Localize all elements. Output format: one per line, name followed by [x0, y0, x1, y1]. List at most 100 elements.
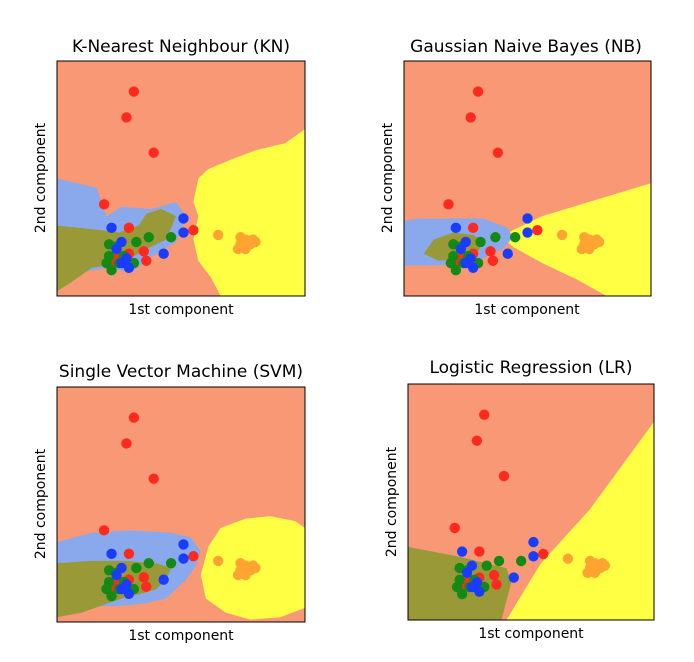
panel-svm: Single Vector Machine (SVM) 1st componen…: [33, 362, 306, 644]
data-point-blue: [178, 539, 189, 550]
data-point-red: [474, 546, 485, 557]
data-point-green: [131, 236, 142, 248]
data-point-red: [532, 224, 543, 236]
panel-lr: Logistic Regression (LR) 1st component 2…: [384, 358, 655, 642]
plot-area: [57, 61, 305, 296]
x-axis-label: 1st component: [478, 626, 584, 642]
data-point-blue: [116, 583, 127, 595]
y-axis-label: 2nd component: [33, 122, 49, 233]
data-point-blue: [522, 227, 533, 238]
data-point-red: [128, 86, 140, 97]
decision-region-yellow: [193, 129, 305, 296]
data-point-green: [165, 232, 177, 243]
data-point-blue: [158, 248, 169, 259]
plot-area: [404, 61, 651, 296]
data-point-green: [456, 588, 468, 600]
data-point-red: [148, 473, 159, 484]
data-point-green: [509, 232, 521, 243]
data-point-blue: [106, 548, 117, 560]
data-point-red: [465, 112, 476, 123]
plot-frame: [56, 60, 306, 297]
data-point-blue: [508, 572, 519, 583]
data-point-green: [450, 264, 462, 276]
data-point-red: [449, 522, 460, 534]
data-point-red: [487, 255, 499, 266]
x-axis-label: 1st component: [474, 302, 580, 318]
data-point-blue: [178, 213, 189, 224]
data-point-red: [141, 581, 152, 592]
data-point-orange: [212, 229, 224, 241]
data-point-orange: [250, 236, 261, 248]
data-point-red: [188, 224, 199, 236]
data-point-orange: [576, 243, 588, 255]
data-point-orange: [589, 567, 601, 578]
data-point-blue: [116, 257, 127, 269]
data-point-orange: [599, 560, 611, 571]
data-point-blue: [158, 574, 169, 585]
data-point-blue: [522, 213, 533, 224]
data-point-red: [472, 86, 484, 97]
data-point-blue: [178, 553, 189, 564]
data-point-blue: [528, 551, 539, 562]
data-point-orange: [212, 555, 224, 567]
data-point-red: [467, 222, 479, 234]
data-point-green: [515, 555, 527, 567]
data-point-red: [121, 438, 132, 449]
data-point-blue: [178, 227, 189, 238]
data-point-orange: [562, 553, 574, 564]
data-point-orange: [582, 567, 593, 578]
data-point-blue: [528, 536, 539, 548]
data-point-red: [98, 525, 110, 536]
data-point-green: [143, 558, 154, 569]
data-point-red: [128, 412, 140, 423]
panel-kn: K-Nearest Neighbour (KN) 1st component 2…: [33, 37, 306, 318]
data-point-green: [106, 590, 117, 602]
data-point-orange: [250, 562, 261, 574]
data-point-red: [123, 548, 135, 560]
data-point-orange: [593, 236, 605, 248]
data-point-blue: [450, 222, 462, 234]
data-point-blue: [106, 222, 117, 234]
data-point-red: [148, 147, 159, 158]
data-point-red: [492, 147, 504, 158]
panel-title: Gaussian Naive Bayes (NB): [410, 37, 642, 57]
plot-frame: [56, 386, 306, 623]
plot-area: [57, 387, 305, 622]
data-point-red: [138, 572, 150, 583]
data-point-green: [490, 232, 501, 243]
plot-frame: [407, 383, 655, 621]
data-point-orange: [556, 229, 568, 241]
panel-title: Logistic Regression (LR): [429, 358, 632, 378]
data-point-blue: [466, 581, 478, 593]
panel-title: K-Nearest Neighbour (KN): [72, 37, 290, 57]
data-point-blue: [461, 567, 473, 578]
data-point-green: [475, 236, 486, 248]
data-point-blue: [502, 248, 513, 259]
data-point-red: [443, 199, 454, 210]
data-point-red: [479, 409, 490, 420]
data-point-blue: [123, 588, 135, 600]
data-point-red: [538, 548, 549, 560]
data-point-red: [491, 579, 502, 590]
y-axis-label: 2nd component: [380, 122, 396, 233]
data-point-orange: [240, 243, 251, 255]
data-point-blue: [111, 569, 122, 581]
data-point-blue: [456, 546, 468, 557]
data-point-red: [471, 435, 483, 446]
data-point-blue: [123, 262, 135, 274]
data-point-blue: [460, 257, 471, 269]
data-point-red: [121, 112, 132, 123]
data-point-red: [188, 550, 199, 562]
data-point-blue: [474, 586, 485, 597]
data-point-blue: [455, 243, 467, 255]
data-point-red: [488, 569, 500, 581]
data-point-red: [498, 470, 510, 482]
data-point-orange: [584, 243, 595, 255]
data-point-red: [123, 222, 135, 234]
data-point-green: [165, 558, 177, 569]
data-point-orange: [232, 569, 244, 581]
data-point-blue: [467, 262, 479, 274]
data-point-green: [143, 232, 154, 243]
data-point-red: [98, 199, 110, 210]
